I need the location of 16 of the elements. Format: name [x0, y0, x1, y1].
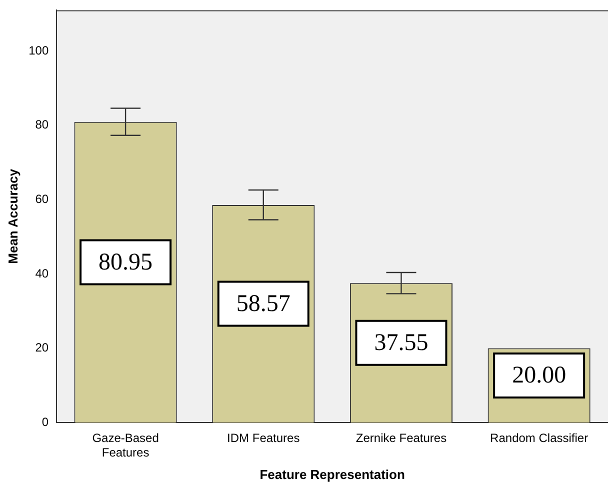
y-tick-label: 20	[35, 340, 49, 355]
x-tick-label: Random Classifier	[490, 431, 588, 446]
x-axis-title: Feature Representation	[260, 466, 405, 482]
y-tick-label: 80	[35, 118, 49, 132]
data-label: 37.55	[374, 330, 428, 356]
y-tick-label: 0	[42, 414, 49, 429]
x-tick-label: Zernike Features	[356, 431, 447, 446]
y-tick-label: 100	[28, 43, 49, 58]
data-label: 80.95	[98, 250, 153, 276]
x-tick-label: Gaze-Based Features	[92, 431, 159, 460]
data-label: 20.00	[512, 362, 566, 389]
y-axis-title: Mean Accuracy	[5, 168, 20, 264]
data-label: 58.57	[236, 291, 290, 318]
y-tick-label: 40	[35, 266, 49, 280]
x-tick-label: IDM Features	[227, 431, 300, 446]
y-tick-label: 60	[35, 192, 49, 206]
